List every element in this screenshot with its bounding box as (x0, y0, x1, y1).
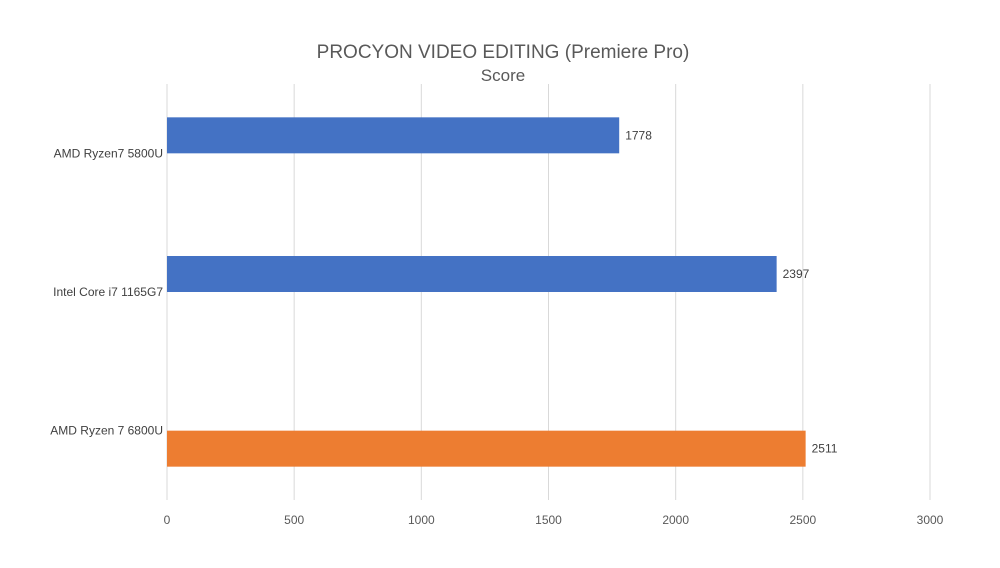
chart-subtitle: Score (481, 66, 525, 85)
data-label: 1778 (625, 128, 652, 142)
labels: 0 500 1000 1500 2000 2500 3000 AMD Ryzen7 5800U… (50, 128, 943, 527)
bar (167, 117, 620, 154)
chart-title: PROCYON VIDEO EDITING (Premiere Pro) (317, 42, 690, 63)
x-tick-label: 1000 (408, 513, 435, 527)
x-tick-label: 2500 (789, 513, 816, 527)
x-tick-label: 500 (284, 513, 304, 527)
bar (167, 430, 806, 467)
x-tick-label: 3000 (917, 513, 944, 527)
category-label: AMD Ryzen7 5800U (54, 146, 163, 160)
x-tick-label: 2000 (662, 513, 689, 527)
bar (167, 256, 777, 292)
x-tick-label: 1500 (535, 513, 562, 527)
category-label: Intel Core i7 1165G7 (53, 285, 163, 299)
data-label: 2397 (783, 267, 810, 281)
data-label: 2511 (812, 442, 838, 456)
category-label: AMD Ryzen 7 6800U (50, 424, 163, 438)
bars (167, 117, 806, 467)
x-tick-label: 0 (164, 513, 171, 527)
